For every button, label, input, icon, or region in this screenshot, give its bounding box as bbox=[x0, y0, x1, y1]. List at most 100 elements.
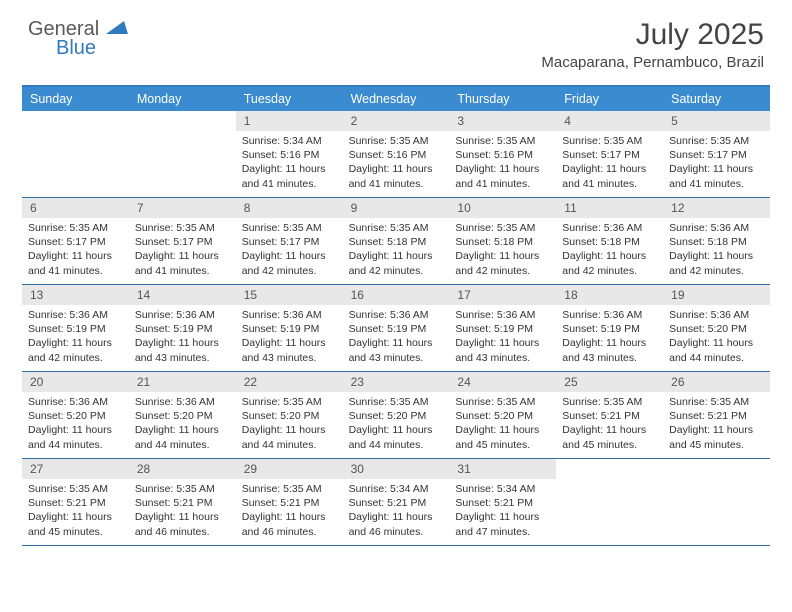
day-body: Sunrise: 5:35 AMSunset: 5:21 PMDaylight:… bbox=[22, 479, 129, 544]
day-text-line: Sunset: 5:20 PM bbox=[135, 409, 230, 423]
day-text-line: Daylight: 11 hours bbox=[135, 423, 230, 437]
day-header-cell: Saturday bbox=[663, 87, 770, 111]
day-text-line: and 46 minutes. bbox=[349, 525, 444, 539]
day-text-line: Daylight: 11 hours bbox=[455, 510, 550, 524]
day-cell: 3Sunrise: 5:35 AMSunset: 5:16 PMDaylight… bbox=[449, 111, 556, 197]
day-header-cell: Thursday bbox=[449, 87, 556, 111]
day-text-line: and 45 minutes. bbox=[669, 438, 764, 452]
day-number: 14 bbox=[129, 285, 236, 305]
day-text-line: Sunrise: 5:35 AM bbox=[349, 395, 444, 409]
day-cell: 18Sunrise: 5:36 AMSunset: 5:19 PMDayligh… bbox=[556, 285, 663, 371]
day-number: 8 bbox=[236, 198, 343, 218]
day-text-line: Sunrise: 5:35 AM bbox=[28, 482, 123, 496]
day-text-line: and 44 minutes. bbox=[242, 438, 337, 452]
day-body: Sunrise: 5:36 AMSunset: 5:20 PMDaylight:… bbox=[22, 392, 129, 457]
day-header-row: SundayMondayTuesdayWednesdayThursdayFrid… bbox=[22, 87, 770, 111]
day-cell: 27Sunrise: 5:35 AMSunset: 5:21 PMDayligh… bbox=[22, 459, 129, 545]
day-body: Sunrise: 5:36 AMSunset: 5:19 PMDaylight:… bbox=[449, 305, 556, 370]
day-text-line: Sunrise: 5:35 AM bbox=[242, 221, 337, 235]
day-text-line: Sunrise: 5:35 AM bbox=[669, 134, 764, 148]
day-body: Sunrise: 5:35 AMSunset: 5:16 PMDaylight:… bbox=[343, 131, 450, 196]
day-cell: 16Sunrise: 5:36 AMSunset: 5:19 PMDayligh… bbox=[343, 285, 450, 371]
day-text-line: Sunrise: 5:35 AM bbox=[562, 395, 657, 409]
day-cell bbox=[129, 111, 236, 197]
day-header-cell: Sunday bbox=[22, 87, 129, 111]
day-body: Sunrise: 5:36 AMSunset: 5:19 PMDaylight:… bbox=[236, 305, 343, 370]
day-text-line: and 43 minutes. bbox=[455, 351, 550, 365]
day-text-line: and 46 minutes. bbox=[135, 525, 230, 539]
day-header-cell: Monday bbox=[129, 87, 236, 111]
logo-triangle-icon bbox=[106, 18, 128, 39]
day-text-line: Sunset: 5:16 PM bbox=[242, 148, 337, 162]
day-text-line: and 43 minutes. bbox=[562, 351, 657, 365]
day-text-line: Sunset: 5:18 PM bbox=[455, 235, 550, 249]
day-text-line: Sunset: 5:21 PM bbox=[669, 409, 764, 423]
day-cell bbox=[556, 459, 663, 545]
day-cell: 9Sunrise: 5:35 AMSunset: 5:18 PMDaylight… bbox=[343, 198, 450, 284]
day-cell: 12Sunrise: 5:36 AMSunset: 5:18 PMDayligh… bbox=[663, 198, 770, 284]
day-body: Sunrise: 5:36 AMSunset: 5:18 PMDaylight:… bbox=[663, 218, 770, 283]
day-number: 24 bbox=[449, 372, 556, 392]
day-cell: 2Sunrise: 5:35 AMSunset: 5:16 PMDaylight… bbox=[343, 111, 450, 197]
day-text-line: Daylight: 11 hours bbox=[562, 423, 657, 437]
day-text-line: and 43 minutes. bbox=[135, 351, 230, 365]
day-body: Sunrise: 5:35 AMSunset: 5:17 PMDaylight:… bbox=[22, 218, 129, 283]
day-text-line: Daylight: 11 hours bbox=[669, 423, 764, 437]
day-text-line: Daylight: 11 hours bbox=[242, 336, 337, 350]
day-text-line: Sunrise: 5:35 AM bbox=[349, 221, 444, 235]
day-text-line: Sunset: 5:17 PM bbox=[28, 235, 123, 249]
day-text-line: and 41 minutes. bbox=[242, 177, 337, 191]
day-text-line: Sunrise: 5:35 AM bbox=[455, 134, 550, 148]
day-text-line: Daylight: 11 hours bbox=[562, 162, 657, 176]
day-text-line: and 41 minutes. bbox=[562, 177, 657, 191]
day-number: 7 bbox=[129, 198, 236, 218]
day-text-line: Sunset: 5:21 PM bbox=[135, 496, 230, 510]
day-text-line: and 41 minutes. bbox=[349, 177, 444, 191]
day-text-line: Sunset: 5:19 PM bbox=[135, 322, 230, 336]
day-body: Sunrise: 5:35 AMSunset: 5:17 PMDaylight:… bbox=[663, 131, 770, 196]
day-text-line: Sunset: 5:21 PM bbox=[455, 496, 550, 510]
day-text-line: Daylight: 11 hours bbox=[349, 336, 444, 350]
day-cell: 21Sunrise: 5:36 AMSunset: 5:20 PMDayligh… bbox=[129, 372, 236, 458]
day-body: Sunrise: 5:35 AMSunset: 5:20 PMDaylight:… bbox=[343, 392, 450, 457]
day-text-line: Sunrise: 5:36 AM bbox=[242, 308, 337, 322]
day-text-line: Daylight: 11 hours bbox=[669, 249, 764, 263]
title-block: July 2025 Macaparana, Pernambuco, Brazil bbox=[541, 18, 764, 71]
day-number: 23 bbox=[343, 372, 450, 392]
day-cell: 20Sunrise: 5:36 AMSunset: 5:20 PMDayligh… bbox=[22, 372, 129, 458]
day-body: Sunrise: 5:36 AMSunset: 5:19 PMDaylight:… bbox=[556, 305, 663, 370]
day-text-line: Daylight: 11 hours bbox=[28, 510, 123, 524]
day-text-line: and 47 minutes. bbox=[455, 525, 550, 539]
day-number: 17 bbox=[449, 285, 556, 305]
day-number: 1 bbox=[236, 111, 343, 131]
day-text-line: Sunset: 5:19 PM bbox=[242, 322, 337, 336]
day-header-cell: Wednesday bbox=[343, 87, 450, 111]
day-text-line: Sunrise: 5:35 AM bbox=[562, 134, 657, 148]
day-number: 26 bbox=[663, 372, 770, 392]
day-text-line: Sunset: 5:20 PM bbox=[669, 322, 764, 336]
month-title: July 2025 bbox=[541, 18, 764, 52]
day-cell: 31Sunrise: 5:34 AMSunset: 5:21 PMDayligh… bbox=[449, 459, 556, 545]
day-body: Sunrise: 5:35 AMSunset: 5:21 PMDaylight:… bbox=[236, 479, 343, 544]
day-text-line: Sunrise: 5:34 AM bbox=[242, 134, 337, 148]
logo-text-blue: Blue bbox=[56, 37, 128, 60]
day-number: 4 bbox=[556, 111, 663, 131]
day-cell: 11Sunrise: 5:36 AMSunset: 5:18 PMDayligh… bbox=[556, 198, 663, 284]
day-body: Sunrise: 5:34 AMSunset: 5:21 PMDaylight:… bbox=[343, 479, 450, 544]
day-number: 2 bbox=[343, 111, 450, 131]
day-number: 30 bbox=[343, 459, 450, 479]
day-number: 9 bbox=[343, 198, 450, 218]
day-number: 27 bbox=[22, 459, 129, 479]
day-text-line: Sunset: 5:21 PM bbox=[242, 496, 337, 510]
day-text-line: Daylight: 11 hours bbox=[28, 336, 123, 350]
day-number: 6 bbox=[22, 198, 129, 218]
day-text-line: Sunset: 5:17 PM bbox=[562, 148, 657, 162]
day-text-line: Sunset: 5:18 PM bbox=[349, 235, 444, 249]
day-text-line: Daylight: 11 hours bbox=[135, 510, 230, 524]
day-number: 28 bbox=[129, 459, 236, 479]
day-text-line: and 41 minutes. bbox=[135, 264, 230, 278]
day-text-line: Daylight: 11 hours bbox=[455, 336, 550, 350]
day-text-line: Daylight: 11 hours bbox=[562, 336, 657, 350]
day-text-line: Daylight: 11 hours bbox=[669, 336, 764, 350]
day-cell bbox=[22, 111, 129, 197]
